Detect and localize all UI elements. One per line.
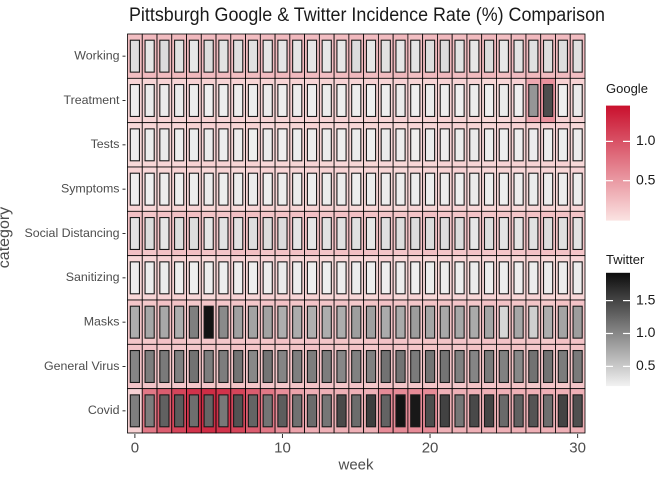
svg-text:1.0: 1.0: [636, 324, 656, 340]
svg-text:0.5: 0.5: [636, 357, 656, 373]
svg-text:Working: Working: [74, 48, 119, 62]
svg-text:20: 20: [422, 440, 439, 457]
svg-text:30: 30: [569, 440, 586, 457]
svg-text:Tests: Tests: [91, 137, 120, 151]
svg-text:category: category: [0, 207, 13, 268]
svg-text:1.0: 1.0: [636, 132, 656, 148]
svg-text:week: week: [337, 457, 374, 474]
svg-text:1.5: 1.5: [636, 291, 656, 307]
svg-text:Social Distancing: Social Distancing: [24, 226, 119, 240]
svg-text:Pittsburgh Google & Twitter In: Pittsburgh Google & Twitter Incidence Ra…: [129, 5, 605, 26]
svg-text:General Virus: General Virus: [44, 359, 120, 373]
svg-text:Sanitizing: Sanitizing: [66, 270, 120, 284]
svg-text:0: 0: [131, 440, 139, 457]
svg-text:Covid: Covid: [88, 403, 120, 417]
svg-text:10: 10: [274, 440, 291, 457]
svg-text:0.5: 0.5: [636, 172, 656, 188]
svg-text:Symptoms: Symptoms: [61, 181, 120, 195]
svg-text:Masks: Masks: [84, 314, 120, 328]
svg-text:Treatment: Treatment: [63, 93, 120, 107]
svg-text:Twitter: Twitter: [606, 252, 645, 267]
svg-text:Google: Google: [606, 81, 648, 96]
